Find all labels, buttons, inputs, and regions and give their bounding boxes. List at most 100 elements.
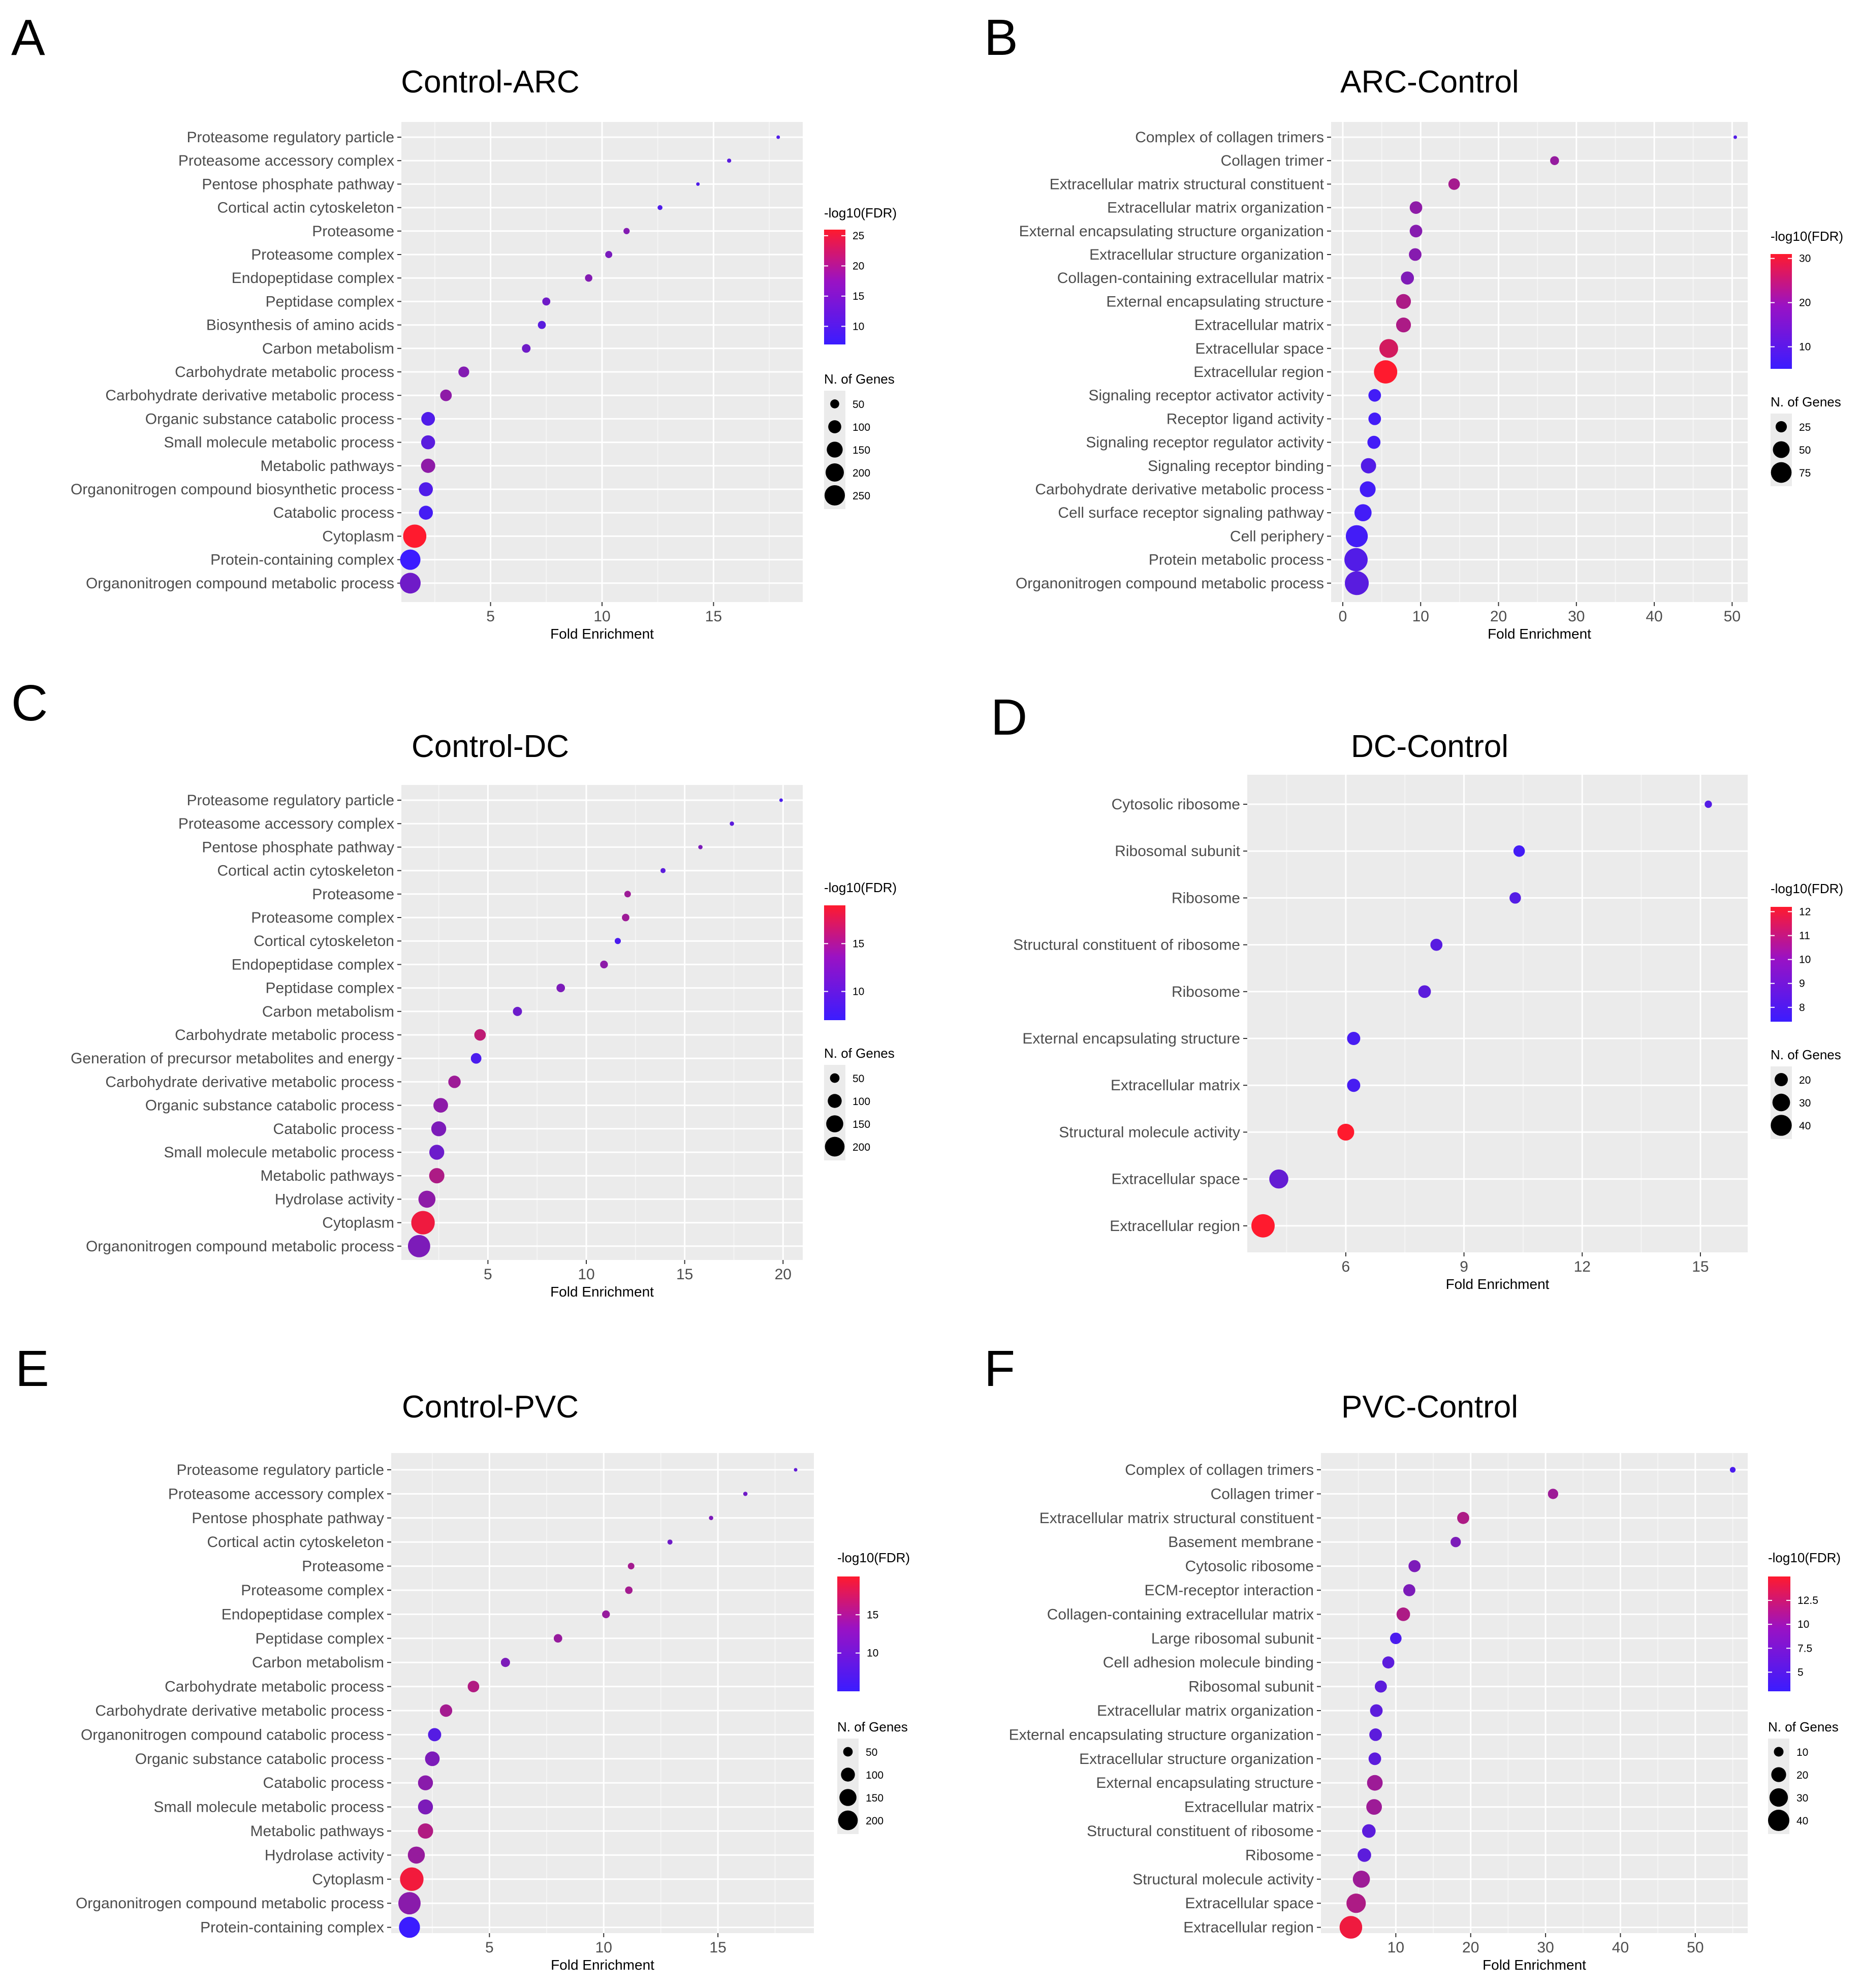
enrichment-point [1368, 413, 1381, 425]
size-legend-label: 150 [866, 1792, 884, 1804]
term-label: Collagen-containing extracellular matrix [1057, 270, 1324, 287]
enrichment-point [1418, 985, 1431, 998]
enrichment-point [1409, 225, 1423, 238]
size-legend-title: N. of Genes [824, 371, 895, 387]
size-legend-label: 100 [853, 422, 870, 433]
term-label: Cortical cytoskeleton [254, 933, 394, 950]
term-label: Catabolic process [273, 1121, 394, 1138]
term-label: Signaling receptor binding [1148, 458, 1324, 475]
term-label: Proteasome regulatory particle [176, 1462, 384, 1478]
term-label: Carbon metabolism [252, 1654, 384, 1671]
enrichment-point [1548, 1489, 1559, 1499]
enrichment-point [1358, 1848, 1371, 1862]
plot-background [391, 1453, 814, 1933]
panel-letter: E [15, 1340, 49, 1397]
enrichment-point [1379, 339, 1398, 358]
enrichment-point [1390, 1632, 1402, 1645]
enrichment-point [779, 798, 783, 802]
color-legend-bar [1768, 1576, 1790, 1691]
term-label: Proteasome accessory complex [168, 1486, 384, 1502]
term-label: Extracellular region [1193, 364, 1324, 381]
term-label: Extracellular space [1112, 1171, 1240, 1188]
term-label: Proteasome accessory complex [178, 815, 394, 832]
term-label: Endopeptidase complex [232, 956, 394, 973]
color-legend-title: -log10(FDR) [1771, 881, 1843, 896]
term-label: Cell adhesion molecule binding [1103, 1654, 1314, 1671]
size-legend-dot [843, 1747, 853, 1757]
enrichment-point [419, 506, 433, 520]
term-label: Receptor ligand activity [1166, 411, 1324, 427]
size-legend-title: N. of Genes [1771, 1047, 1841, 1062]
panel-f: F PVC-Control 10 20 30 40 50 Fold Enrichment Com… [984, 1340, 1841, 1973]
term-label: Catabolic process [273, 504, 394, 521]
term-label: External encapsulating structure [1106, 293, 1324, 310]
enrichment-point [698, 845, 703, 849]
panel-title: DC-Control [1351, 729, 1508, 764]
panel-c: C Control-DC 5 10 15 20 Fold Enrichment Proteas… [11, 675, 897, 1300]
x-axis-label: Fold Enrichment [550, 626, 654, 642]
size-legend-dot [824, 485, 845, 506]
term-label: Small molecule metabolic process [153, 1799, 384, 1816]
size-legend-label: 200 [853, 1142, 870, 1153]
enrichment-point [614, 938, 621, 944]
term-label: Complex of collagen trimers [1135, 129, 1324, 146]
size-legend-title: N. of Genes [1768, 1719, 1839, 1734]
term-label: Proteasome complex [251, 246, 394, 263]
term-label: Ribosomal subunit [1115, 843, 1240, 860]
term-label: Extracellular structure organization [1079, 1751, 1314, 1768]
enrichment-point [399, 1916, 420, 1938]
enrichment-point [624, 891, 631, 898]
panel-letter: F [984, 1340, 1015, 1397]
term-label: Peptidase complex [266, 980, 394, 997]
term-label: Carbohydrate metabolic process [175, 1027, 394, 1044]
color-legend-label: 5 [1797, 1666, 1804, 1678]
enrichment-point [1729, 1467, 1736, 1473]
enrichment-point [1339, 1916, 1363, 1939]
term-label: Extracellular matrix structural constitu… [1039, 1510, 1314, 1527]
x-tick-label: 0 [1339, 608, 1347, 625]
term-label: Cortical actin cytoskeleton [217, 863, 395, 879]
term-label: Carbohydrate metabolic process [165, 1679, 384, 1695]
term-label: Organonitrogen compound metabolic proces… [1016, 575, 1324, 592]
x-tick-label: 30 [1568, 608, 1585, 625]
term-label: Structural constituent of ribosome [1087, 1823, 1314, 1840]
term-label: Organonitrogen compound biosynthetic pro… [71, 481, 394, 498]
term-label: Extracellular region [1110, 1218, 1240, 1235]
term-label: Signaling receptor regulator activity [1086, 434, 1324, 451]
color-legend-bar [1771, 907, 1792, 1022]
size-legend-label: 200 [853, 467, 870, 479]
term-label: Extracellular matrix organization [1097, 1702, 1314, 1719]
size-legend-label: 40 [1799, 1120, 1811, 1132]
enrichment-point [1360, 481, 1376, 497]
x-tick-label: 15 [709, 1939, 726, 1956]
enrichment-point [418, 1775, 433, 1790]
term-label: Cytoplasm [312, 1871, 384, 1888]
size-legend-dot [828, 1094, 842, 1108]
size-legend-label: 75 [1799, 467, 1811, 479]
color-legend-title: -log10(FDR) [824, 880, 897, 895]
x-axis-label: Fold Enrichment [1446, 1276, 1550, 1292]
term-label: Protein metabolic process [1149, 552, 1324, 569]
term-label: Metabolic pathways [261, 1167, 394, 1184]
panel-title: Control-PVC [402, 1390, 579, 1425]
size-legend-dot [1773, 441, 1790, 458]
size-legend-dot [841, 1768, 855, 1782]
x-tick-label: 30 [1537, 1939, 1554, 1956]
x-tick-label: 6 [1342, 1258, 1350, 1275]
panel-a: A Control-ARC 5 10 15 Fold Enrichment Proteaso… [11, 9, 897, 642]
x-tick-label: 10 [1412, 608, 1429, 625]
enrichment-point [433, 1098, 448, 1113]
enrichment-point [1401, 271, 1414, 285]
term-label: Extracellular matrix [1184, 1799, 1314, 1816]
size-legend-label: 100 [853, 1096, 870, 1108]
plot-background [401, 785, 803, 1260]
color-legend-label: 10 [853, 986, 864, 998]
size-legend-label: 10 [1796, 1747, 1808, 1758]
size-legend-dot [826, 1115, 843, 1132]
panel-title: ARC-Control [1340, 65, 1519, 100]
color-legend-label: 8 [1799, 1002, 1805, 1014]
term-label: Metabolic pathways [250, 1823, 384, 1840]
size-legend-label: 100 [866, 1770, 884, 1781]
enrichment-point [1345, 525, 1368, 548]
x-axis-label: Fold Enrichment [550, 1284, 654, 1300]
